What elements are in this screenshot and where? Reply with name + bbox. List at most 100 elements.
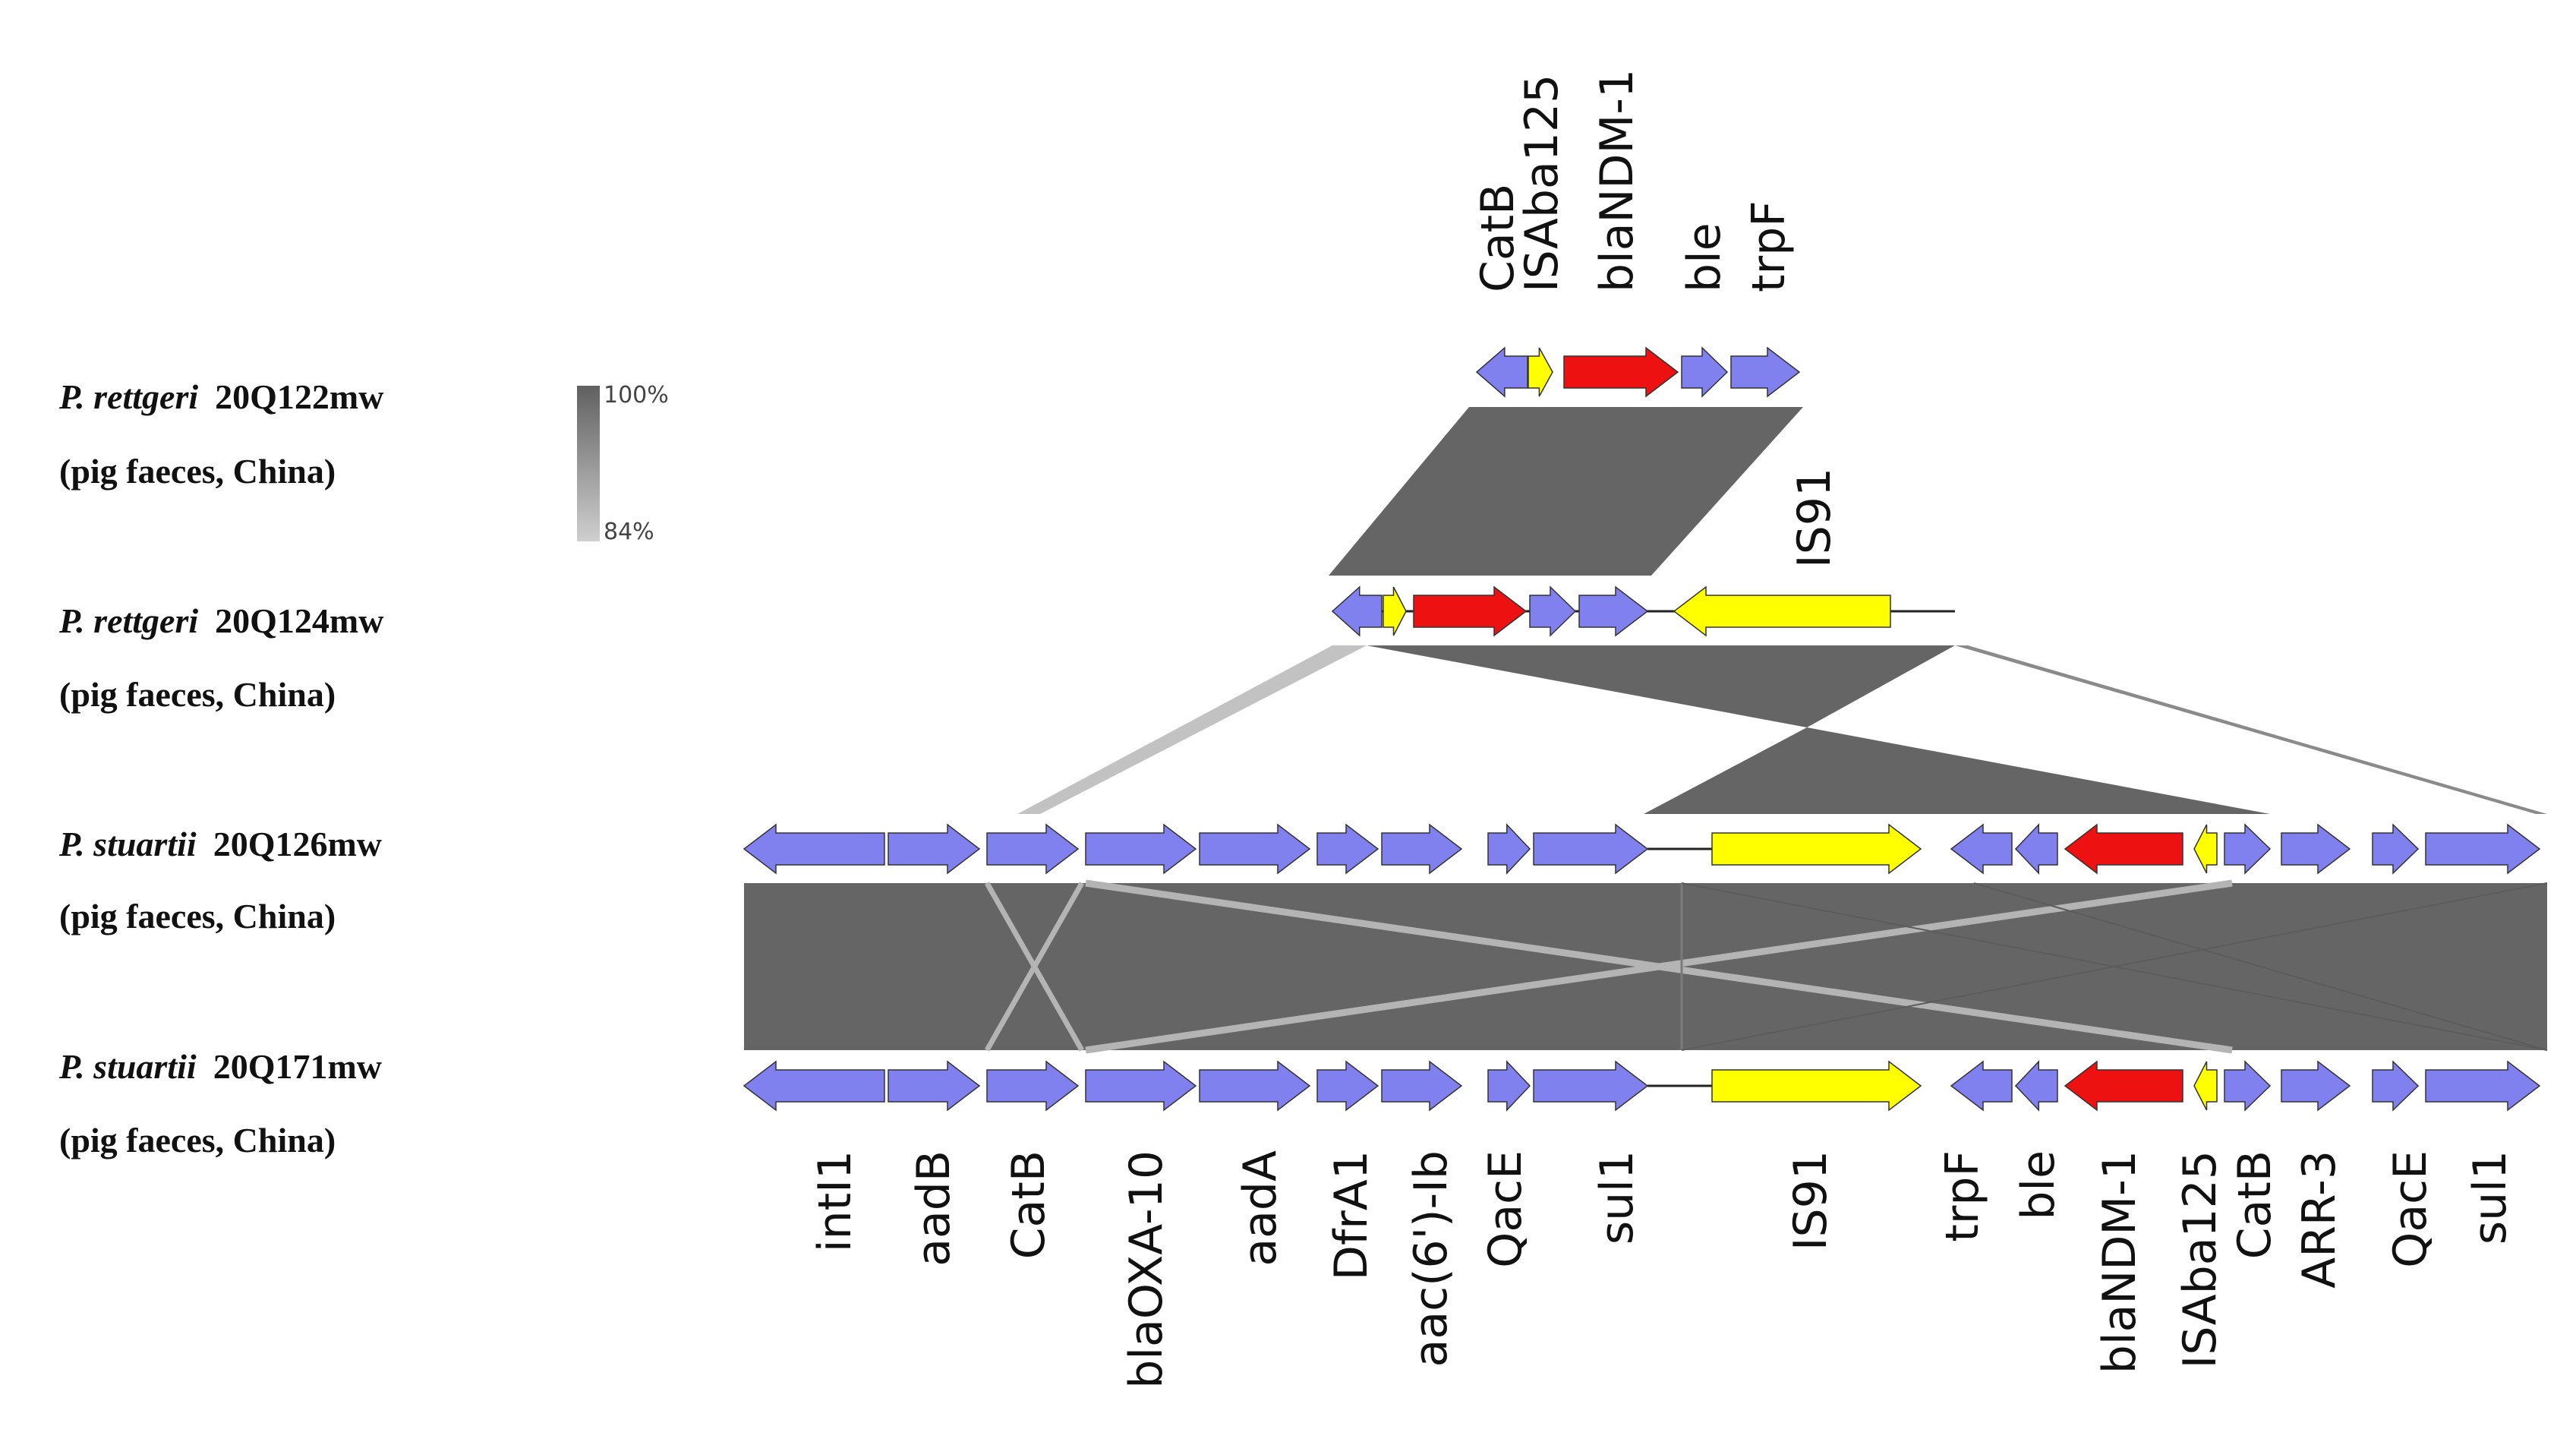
- species-name-t4: P. stuartii: [58, 1047, 197, 1086]
- strain-labels: P. rettgeri 20Q122mw (pig faeces, China) …: [58, 377, 383, 1159]
- gene-label: ISAba125: [1515, 74, 1569, 292]
- gene-label: aadB: [907, 1150, 960, 1267]
- gene-arrow-t4: [1085, 1060, 1197, 1112]
- gene-arrow-t4: [986, 1060, 1080, 1112]
- gene-arrow-t3: [1533, 823, 1649, 875]
- gene-arrow-t1: [1730, 346, 1801, 398]
- bottom-labels-t4: intI1 aadB CatB blaOXA-10 aadA DfrA1 aac…: [809, 1150, 2517, 1389]
- identity-scale-bar: [577, 386, 600, 541]
- gene-label: sul1: [1591, 1150, 1644, 1245]
- gene-arrow-t4: [1199, 1060, 1311, 1112]
- gene-arrow-t4: [1487, 1060, 1531, 1112]
- gene-arrow-t3: [1487, 823, 1531, 875]
- inversion-line: [1973, 882, 2548, 1051]
- gene-arrow-t3: [1085, 823, 1197, 875]
- gene-arrow-t1: [1563, 346, 1679, 398]
- identity-scale-max-label: 100%: [604, 382, 669, 409]
- strain-source-t4: (pig faeces, China): [59, 1121, 336, 1159]
- gene-arrow-t3: [888, 823, 981, 875]
- strain-id-t4: 20Q171mw: [213, 1047, 382, 1086]
- top-labels-t2: IS91: [1788, 468, 1841, 568]
- identity-scale-min-label: 84%: [604, 519, 654, 545]
- gene-arrow-t4: [2064, 1060, 2183, 1112]
- gene-arrow-t3: [2224, 823, 2272, 875]
- species-name-t3: P. stuartii: [58, 825, 197, 863]
- similarity-block: [1644, 727, 2270, 814]
- strain-source-t1: (pig faeces, China): [59, 452, 336, 491]
- species-name-t2: P. rettgeri: [58, 601, 198, 640]
- gene-arrow-t3: [1950, 823, 2013, 875]
- strain-id-t1: 20Q122mw: [215, 377, 383, 416]
- strain-source-t2: (pig faeces, China): [59, 675, 336, 714]
- gene-arrow-t4: [1950, 1060, 2013, 1112]
- gene-arrow-t2: [1529, 585, 1577, 637]
- gene-label: ble: [1678, 222, 1731, 292]
- gene-arrow-t4: [743, 1060, 885, 1112]
- strain-label-t4: P. stuartii 20Q171mw: [58, 1047, 382, 1086]
- gene-arrow-t1: [1681, 346, 1729, 398]
- gene-arrow-t3: [1199, 823, 1311, 875]
- gene-label: blaNDM-1: [1591, 69, 1644, 292]
- similarity-blocks: [744, 407, 2548, 1054]
- gene-label: CatB: [1002, 1150, 1055, 1259]
- gene-arrow-t3: [2372, 823, 2420, 875]
- gene-label: CatB: [2228, 1150, 2281, 1259]
- gene-label: aac(6')-Ib: [1405, 1150, 1458, 1367]
- strain-id-t2: 20Q124mw: [215, 601, 383, 640]
- gene-arrow-t1: [1528, 347, 1553, 397]
- gene-label: ARR-3: [2293, 1150, 2346, 1289]
- gene-arrow-t2: [1673, 585, 1891, 637]
- gene-arrow-t4: [2425, 1060, 2541, 1112]
- strain-id-t3: 20Q126mw: [213, 825, 382, 863]
- top-labels-t1: CatB ISAba125 blaNDM-1 ble trpF: [1471, 69, 1796, 292]
- strain-label-t2: P. rettgeri 20Q124mw: [58, 601, 383, 640]
- inversion-lines: [984, 879, 2548, 1054]
- gene-arrow-t3: [743, 823, 885, 875]
- gene-label: DfrA1: [1325, 1150, 1378, 1280]
- gene-label: intI1: [809, 1150, 862, 1252]
- gene-arrow-t4: [888, 1060, 981, 1112]
- strain-label-t3: P. stuartii 20Q126mw: [58, 825, 382, 863]
- gene-label: blaOXA-10: [1120, 1150, 1173, 1389]
- inversion-line: [1085, 879, 2233, 1054]
- gene-arrow-t1: [1475, 346, 1528, 398]
- similarity-block: [1367, 645, 1955, 727]
- gene-arrow-t3: [2425, 823, 2541, 875]
- inversion-line: [1681, 882, 2548, 1051]
- species-name-t1: P. rettgeri: [58, 377, 198, 416]
- inversion-line: [984, 882, 1085, 1052]
- gene-arrow-t3: [2014, 823, 2058, 875]
- gene-arrow-t4: [2281, 1060, 2351, 1112]
- gene-label: ISAba125: [2174, 1150, 2227, 1368]
- gene-label: IS91: [1784, 1150, 1837, 1251]
- similarity-block: [1017, 645, 1367, 814]
- gene-arrow-t2: [1578, 585, 1649, 637]
- gene-label: sul1: [2464, 1150, 2517, 1245]
- gene-arrow-t2: [1413, 585, 1528, 637]
- strain-source-t3: (pig faeces, China): [59, 897, 336, 935]
- gene-label: IS91: [1788, 468, 1841, 568]
- identity-scale: 100% 84%: [577, 382, 669, 545]
- gene-arrow-t4: [1533, 1060, 1649, 1112]
- strain-label-t1: P. rettgeri 20Q122mw: [58, 377, 383, 416]
- gene-label: ble: [2012, 1150, 2065, 1220]
- similarity-block: [1955, 645, 2547, 814]
- gene-arrow-t4: [1381, 1060, 1463, 1112]
- gene-label: QacE: [1479, 1150, 1532, 1268]
- gene-arrow-t4: [2193, 1061, 2218, 1111]
- gene-arrows: [743, 346, 2541, 1112]
- gene-arrow-t2: [1383, 586, 1407, 636]
- gene-arrow-t3: [986, 823, 1080, 875]
- gene-arrow-t3: [1316, 823, 1379, 875]
- gene-label: CatB: [1471, 184, 1524, 292]
- gene-arrow-t4: [2014, 1060, 2058, 1112]
- gene-arrow-t4: [1711, 1060, 1922, 1112]
- gene-arrow-t4: [1316, 1060, 1379, 1112]
- gene-label: aadA: [1234, 1150, 1287, 1267]
- gene-label: trpF: [1742, 200, 1796, 292]
- gene-arrow-t3: [2193, 824, 2218, 874]
- gene-label: trpF: [1936, 1150, 1989, 1242]
- gene-label: blaNDM-1: [2093, 1150, 2146, 1374]
- gene-arrow-t4: [2372, 1060, 2420, 1112]
